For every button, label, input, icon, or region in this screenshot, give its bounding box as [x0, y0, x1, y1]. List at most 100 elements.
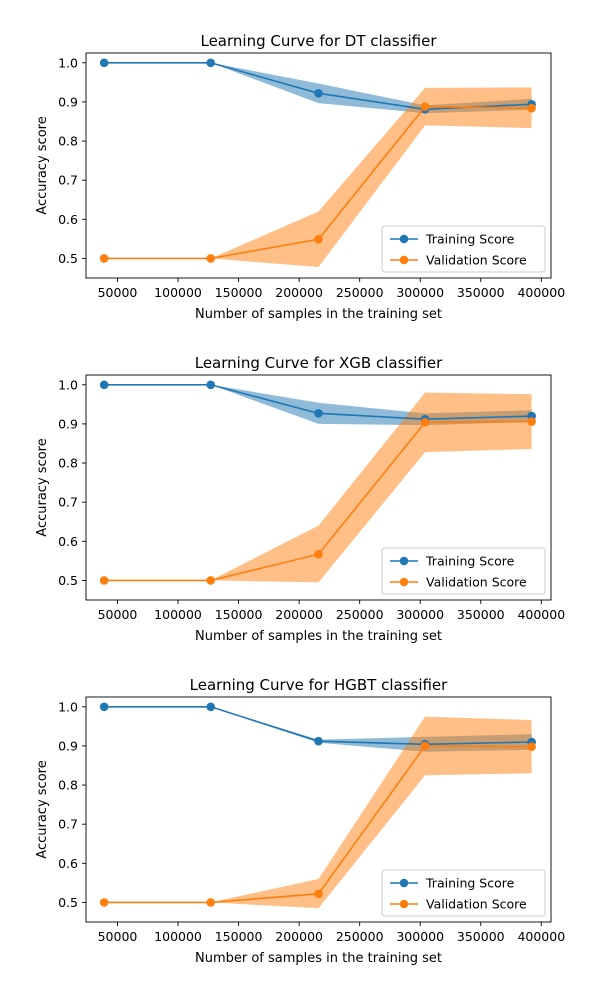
confidence-band-validation — [104, 392, 532, 583]
y-axis-label: Accuracy score — [35, 760, 50, 858]
x-tick-label: 300000 — [396, 929, 444, 944]
x-tick-label: 400000 — [517, 929, 565, 944]
y-tick-label: 0.7 — [58, 495, 78, 510]
data-point-validation — [420, 418, 430, 427]
legend-label-training: Training Score — [425, 554, 515, 569]
data-point-validation — [527, 417, 536, 426]
data-point-training — [314, 89, 323, 98]
legend-label-training: Training Score — [425, 232, 515, 247]
x-tick-label: 400000 — [517, 607, 565, 622]
data-point-validation — [420, 741, 430, 751]
y-tick-label: 0.9 — [58, 738, 78, 753]
x-tick-label: 250000 — [336, 607, 384, 622]
data-point-validation — [99, 254, 109, 263]
x-tick-label: 50000 — [98, 285, 138, 300]
confidence-band-training — [104, 62, 532, 114]
legend-marker-validation — [399, 899, 409, 909]
x-tick-label: 100000 — [154, 285, 202, 300]
legend: Training Score Validation Score — [381, 225, 546, 273]
axes-frame — [85, 374, 552, 601]
y-tick-label: 1.0 — [58, 699, 78, 714]
data-point-training — [206, 380, 216, 390]
y-axis-label: Accuracy score — [35, 116, 50, 214]
y-tick-label: 0.5 — [58, 573, 78, 588]
y-tick-label: 0.5 — [58, 251, 78, 266]
y-tick-label: 0.8 — [58, 778, 78, 793]
x-tick-label: 150000 — [215, 285, 263, 300]
data-point-validation — [206, 254, 216, 263]
x-tick-label: 250000 — [336, 929, 384, 944]
y-tick-label: 0.9 — [58, 416, 78, 431]
data-point-training — [314, 409, 323, 418]
y-tick-label: 0.7 — [58, 173, 78, 188]
x-axis-label: Number of samples in the training set — [195, 951, 442, 966]
data-point-training — [99, 702, 109, 712]
x-tick-label: 150000 — [215, 607, 263, 622]
legend-label-training: Training Score — [425, 876, 515, 891]
data-point-training — [99, 380, 109, 390]
data-point-training — [206, 58, 216, 68]
chart-2: Learning Curve for XGB classifier 50000 10… — [35, 354, 565, 644]
y-tick-label: 0.8 — [58, 456, 78, 471]
x-tick-label: 100000 — [154, 929, 202, 944]
x-tick-label: 300000 — [396, 285, 444, 300]
x-tick-label: 100000 — [154, 607, 202, 622]
legend: Training Score Validation Score — [381, 869, 546, 917]
y-tick-label: 1.0 — [58, 377, 78, 392]
confidence-band-validation — [104, 87, 532, 268]
x-tick-label: 200000 — [275, 285, 323, 300]
data-point-validation — [99, 898, 109, 907]
x-tick-label: 300000 — [396, 607, 444, 622]
x-tick-label: 350000 — [457, 285, 505, 300]
data-point-validation — [99, 576, 109, 585]
data-point-validation — [314, 234, 323, 244]
y-tick-label: 1.0 — [58, 55, 78, 70]
data-point-validation — [206, 898, 216, 907]
data-point-validation — [206, 576, 216, 585]
y-tick-label: 0.6 — [58, 212, 78, 227]
data-point-validation — [314, 889, 323, 899]
data-point-validation — [527, 103, 536, 113]
x-tick-label: 350000 — [457, 929, 505, 944]
data-point-training — [314, 736, 323, 746]
data-point-validation — [420, 102, 430, 111]
chart-1: Learning Curve for DT classifier 50000 100… — [35, 32, 565, 322]
chart-title: Learning Curve for XGB classifier — [195, 354, 443, 372]
x-tick-label: 400000 — [517, 285, 565, 300]
legend-box — [381, 547, 546, 595]
legend-marker-validation — [399, 255, 409, 265]
y-tick-label: 0.8 — [58, 134, 78, 149]
y-tick-label: 0.5 — [58, 895, 78, 910]
x-tick-label: 250000 — [336, 285, 384, 300]
legend-label-validation: Validation Score — [426, 253, 527, 268]
data-point-validation — [527, 742, 536, 751]
legend-box — [381, 225, 546, 273]
legend-marker-training — [399, 556, 409, 566]
x-tick-label: 200000 — [275, 607, 323, 622]
y-axis-label: Accuracy score — [35, 438, 50, 536]
x-axis-label: Number of samples in the training set — [195, 629, 442, 644]
axes-frame — [85, 696, 552, 923]
data-point-training — [206, 702, 216, 712]
x-tick-label: 50000 — [98, 607, 138, 622]
data-point-training — [99, 58, 109, 68]
y-tick-label: 0.6 — [58, 534, 78, 549]
legend-label-validation: Validation Score — [426, 897, 527, 912]
chart-title: Learning Curve for HGBT classifier — [190, 676, 449, 694]
x-tick-label: 200000 — [275, 929, 323, 944]
legend: Training Score Validation Score — [381, 547, 546, 595]
x-tick-label: 150000 — [215, 929, 263, 944]
x-tick-label: 350000 — [457, 607, 505, 622]
y-tick-label: 0.7 — [58, 817, 78, 832]
y-tick-label: 0.9 — [58, 94, 78, 109]
y-tick-label: 0.6 — [58, 856, 78, 871]
confidence-band-validation — [104, 716, 532, 909]
legend-box — [381, 869, 546, 917]
legend-marker-validation — [399, 577, 409, 587]
legend-marker-training — [399, 234, 409, 244]
data-point-validation — [314, 549, 323, 559]
x-axis-label: Number of samples in the training set — [195, 307, 442, 322]
chart-3: Learning Curve for HGBT classifier 50000 1… — [35, 676, 565, 966]
legend-label-validation: Validation Score — [426, 575, 527, 590]
